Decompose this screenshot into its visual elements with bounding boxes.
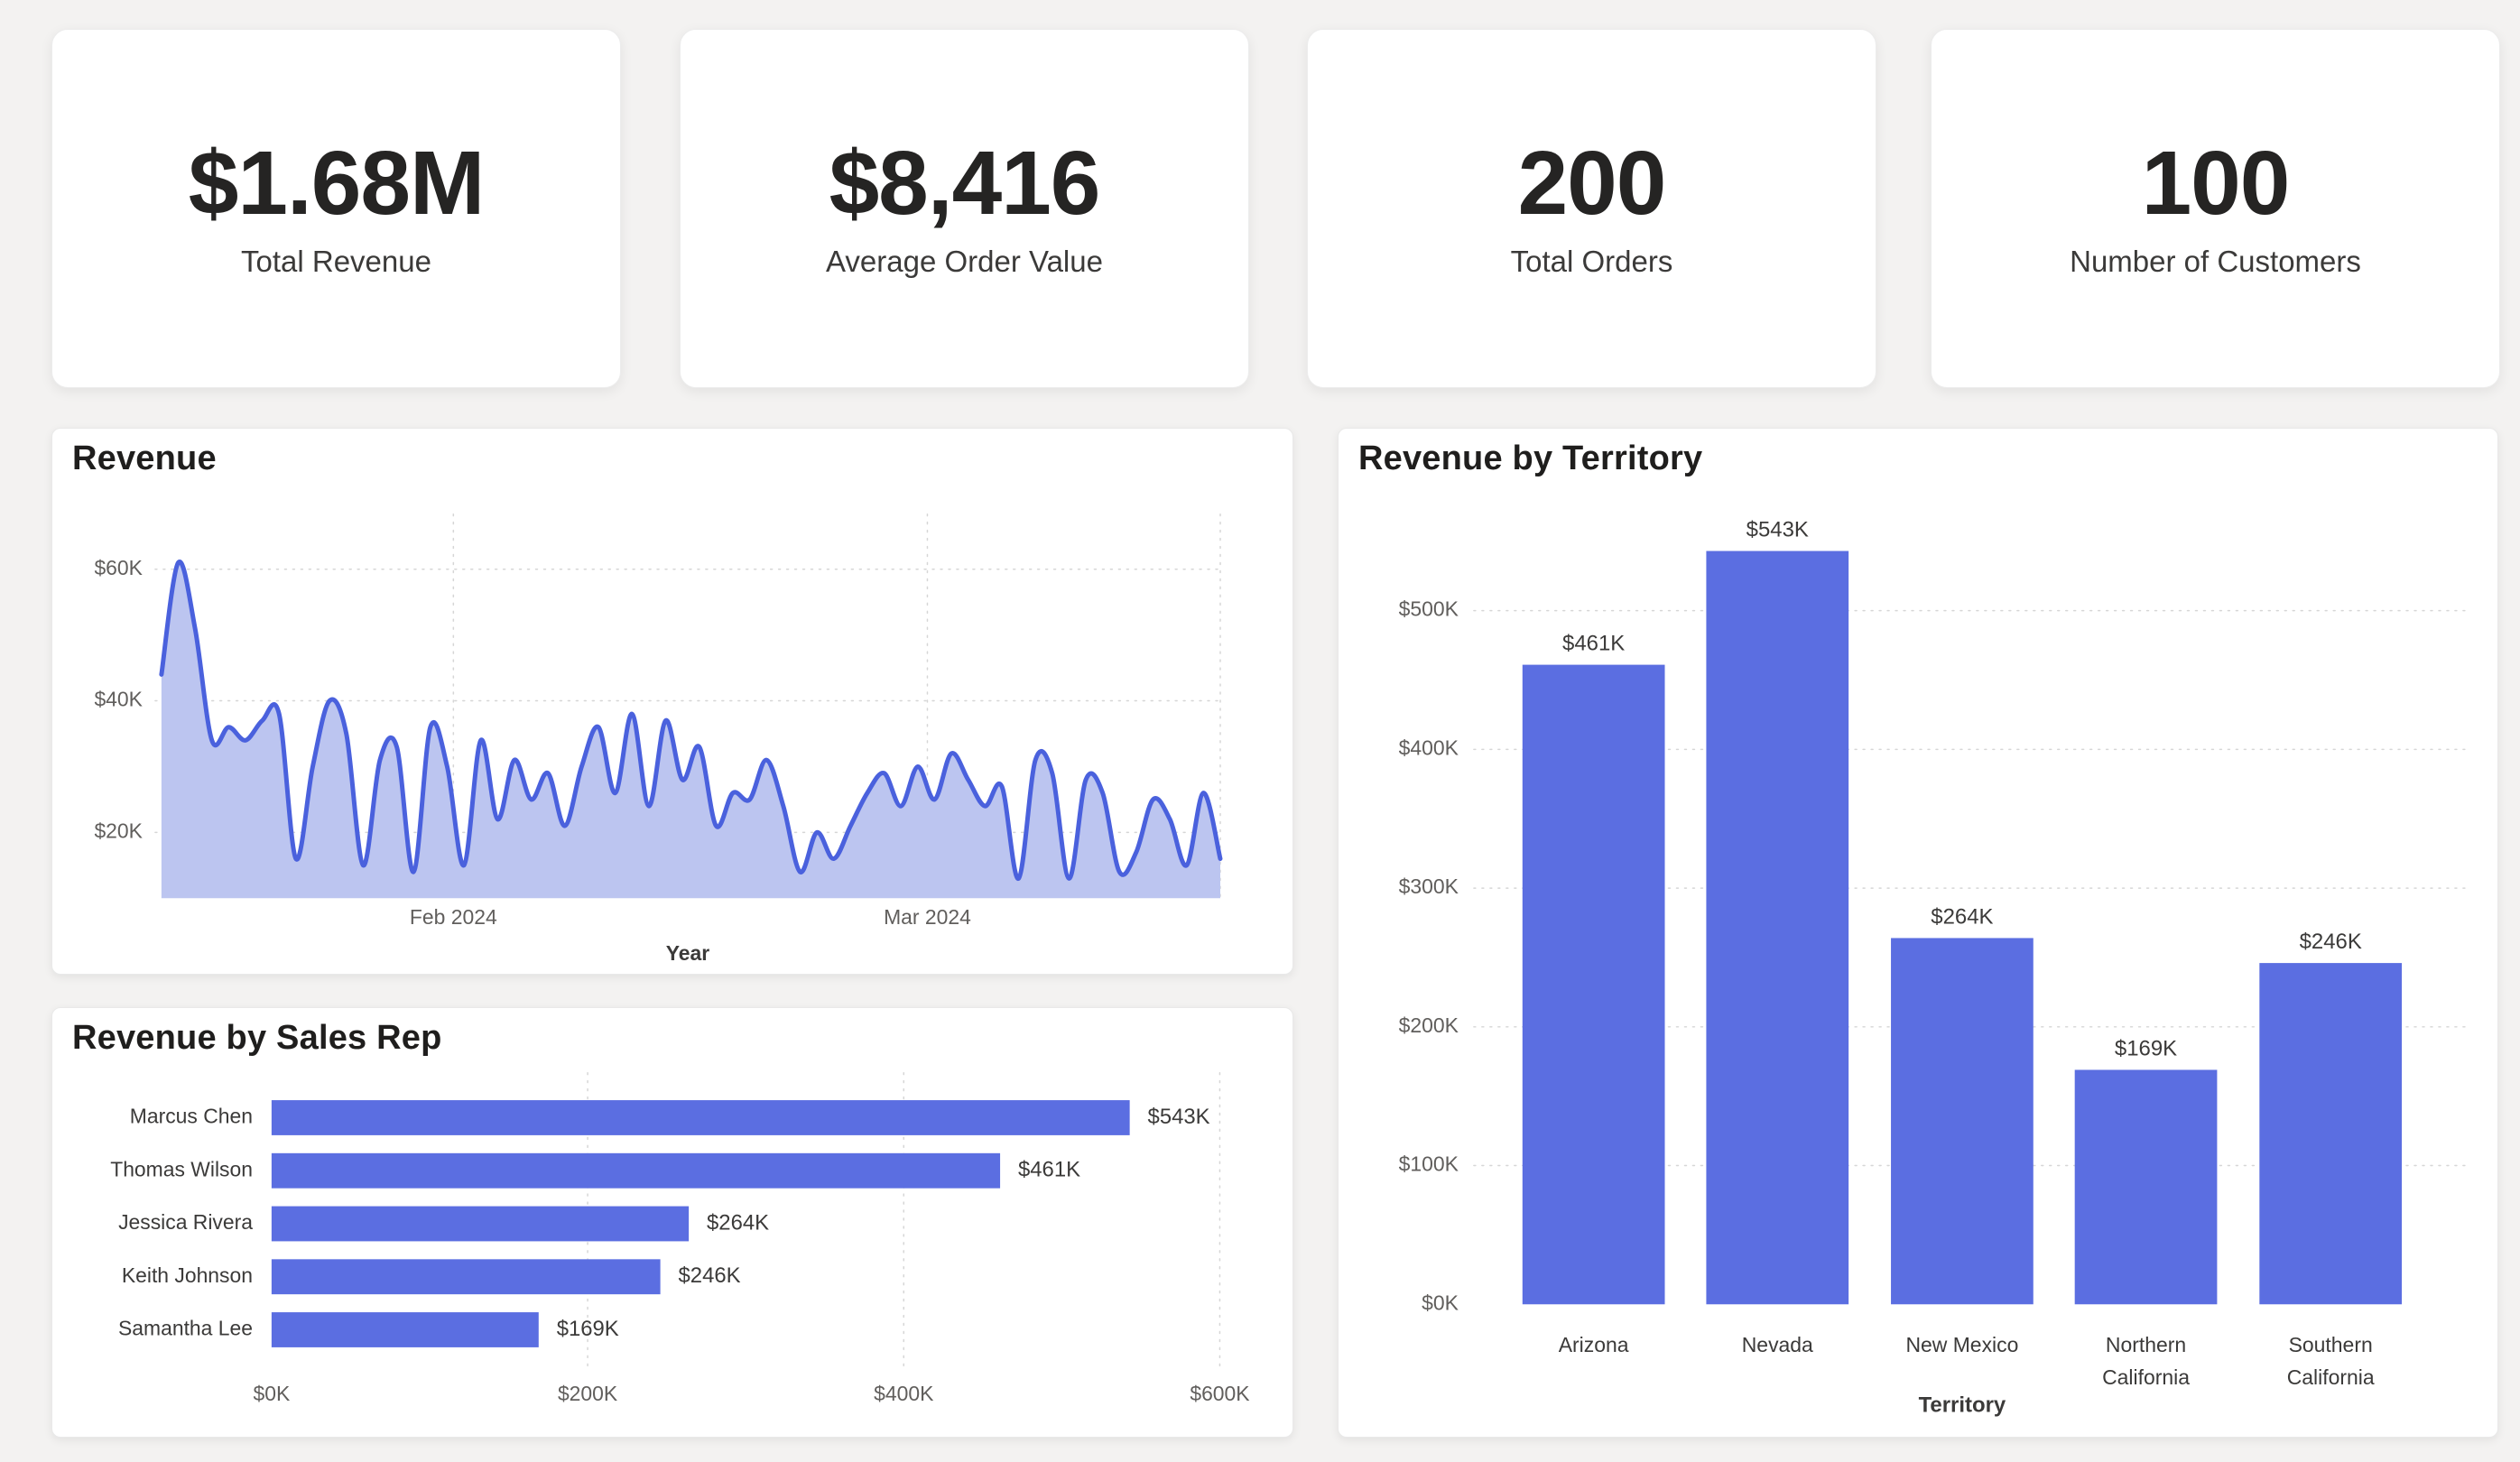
kpi-value-number-of-customers: 100 <box>2141 133 2291 234</box>
svg-text:$500K: $500K <box>1399 597 1459 621</box>
kpi-label-total-revenue: Total Revenue <box>241 245 431 278</box>
svg-text:Marcus Chen: Marcus Chen <box>130 1105 253 1128</box>
svg-text:Samantha Lee: Samantha Lee <box>118 1317 253 1340</box>
svg-text:$100K: $100K <box>1399 1152 1459 1176</box>
bar-nevada[interactable] <box>1706 551 1849 1305</box>
bar-new-mexico[interactable] <box>1891 938 2034 1305</box>
kpi-label-average-order-value: Average Order Value <box>826 245 1103 278</box>
bar-southern-california[interactable] <box>2259 963 2403 1305</box>
kpi-label-total-orders: Total Orders <box>1510 245 1673 278</box>
svg-text:$600K: $600K <box>1190 1382 1250 1405</box>
svg-text:$543K: $543K <box>1746 518 1809 542</box>
svg-text:$0K: $0K <box>1422 1291 1459 1314</box>
svg-text:$169K: $169K <box>2115 1036 2177 1060</box>
bar-samantha-lee[interactable] <box>271 1312 539 1347</box>
bar-jessica-rivera[interactable] <box>271 1206 690 1242</box>
revenue-by-sales-rep-chart[interactable]: $0K $200K $400K $600K Marcus Chen $543K Thomas… <box>52 1008 1292 1437</box>
svg-text:$246K: $246K <box>2300 930 2362 954</box>
revenue-by-territory-panel: Revenue by Territory $0K $100K $200K $300K $… <box>1338 428 2498 1438</box>
kpi-card-number-of-customers[interactable]: 100 Number of Customers <box>1931 29 2500 388</box>
bar-marcus-chen[interactable] <box>271 1100 1130 1135</box>
kpi-card-average-order-value[interactable]: $8,416 Average Order Value <box>680 29 1249 388</box>
svg-text:$264K: $264K <box>1931 904 1993 929</box>
svg-text:$200K: $200K <box>1399 1013 1459 1037</box>
bar-northern-california[interactable] <box>2074 1069 2218 1305</box>
svg-text:Nevada: Nevada <box>1742 1333 1813 1356</box>
panel-title-territory: Revenue by Territory <box>1358 440 1703 477</box>
svg-text:Arizona: Arizona <box>1559 1333 1629 1356</box>
svg-text:California: California <box>2102 1365 2190 1389</box>
svg-text:Mar 2024: Mar 2024 <box>884 905 971 929</box>
kpi-card-total-orders[interactable]: 200 Total Orders <box>1307 29 1876 388</box>
svg-text:$461K: $461K <box>1562 632 1625 656</box>
panel-title-sales-rep: Revenue by Sales Rep <box>72 1019 442 1057</box>
revenue-by-territory-chart[interactable]: $0K $100K $200K $300K $400K $500K $461K Arizona… <box>1339 429 2497 1437</box>
svg-text:$300K: $300K <box>1399 874 1459 898</box>
svg-text:$400K: $400K <box>1399 736 1459 759</box>
svg-text:Feb 2024: Feb 2024 <box>410 905 497 929</box>
svg-text:$461K: $461K <box>1018 1158 1080 1182</box>
svg-text:Northern: Northern <box>2106 1333 2186 1356</box>
kpi-card-total-revenue[interactable]: $1.68M Total Revenue <box>51 29 621 388</box>
revenue-line[interactable] <box>159 560 1223 881</box>
svg-text:$264K: $264K <box>707 1210 769 1235</box>
kpi-label-number-of-customers: Number of Customers <box>2070 245 2361 278</box>
svg-text:Southern: Southern <box>2289 1333 2373 1356</box>
kpi-value-average-order-value: $8,416 <box>829 133 1101 234</box>
svg-text:California: California <box>2287 1365 2375 1389</box>
panel-title-revenue: Revenue <box>72 440 217 477</box>
svg-text:$200K: $200K <box>558 1382 618 1405</box>
svg-text:$246K: $246K <box>679 1263 741 1288</box>
svg-text:Territory: Territory <box>1919 1393 2006 1417</box>
revenue-by-sales-rep-panel: Revenue by Sales Rep $0K $200K $400K $600K M… <box>51 1007 1293 1438</box>
svg-text:$169K: $169K <box>557 1317 619 1341</box>
bar-arizona[interactable] <box>1522 664 1665 1305</box>
svg-text:$0K: $0K <box>254 1382 291 1405</box>
svg-text:Keith Johnson: Keith Johnson <box>122 1263 253 1287</box>
revenue-area-fill <box>161 561 1220 899</box>
svg-text:$543K: $543K <box>1148 1105 1210 1129</box>
svg-text:Thomas Wilson: Thomas Wilson <box>110 1157 253 1180</box>
svg-text:$60K: $60K <box>94 556 143 579</box>
svg-text:Year: Year <box>666 941 709 965</box>
revenue-trend-panel: Revenue $20K $40K $60K Feb 2024 Mar 2024 Year <box>51 428 1293 975</box>
revenue-trend-chart[interactable]: $20K $40K $60K Feb 2024 Mar 2024 Year <box>52 429 1292 974</box>
kpi-value-total-revenue: $1.68M <box>188 133 486 234</box>
bar-thomas-wilson[interactable] <box>271 1152 1001 1189</box>
kpi-value-total-orders: 200 <box>1517 133 1667 234</box>
svg-text:$400K: $400K <box>874 1382 934 1405</box>
svg-text:$20K: $20K <box>94 819 143 842</box>
bar-keith-johnson[interactable] <box>271 1259 661 1295</box>
svg-text:New Mexico: New Mexico <box>1905 1333 2018 1356</box>
svg-text:$40K: $40K <box>94 688 143 711</box>
svg-text:Jessica Rivera: Jessica Rivera <box>118 1210 253 1234</box>
